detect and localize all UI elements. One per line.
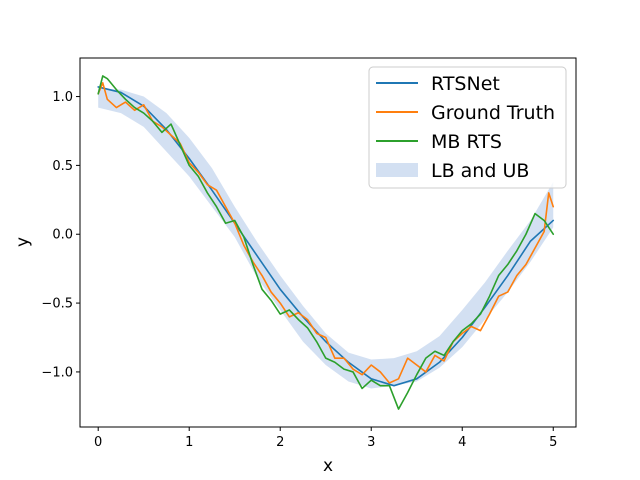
x-tick-label: 5	[549, 435, 557, 450]
series-layer	[97, 75, 555, 410]
series-line-ground-truth	[97, 81, 555, 384]
legend-box	[368, 66, 567, 189]
x-tick-label: 4	[458, 435, 466, 450]
x-tick-label: 1	[185, 435, 193, 450]
y-tick-label: −1.0	[41, 365, 73, 380]
legend-label-mb-rts: MB RTS	[431, 131, 502, 153]
legend-swatch-lb-ub	[376, 163, 418, 177]
y-tick-label: 0.0	[52, 228, 73, 243]
y-tick-label: −0.5	[41, 297, 73, 312]
plot-frame	[79, 57, 577, 428]
x-tick-label: 2	[276, 435, 284, 450]
x-ticks: 0 1 2 3 4 5	[94, 427, 557, 450]
x-axis-label: x	[323, 456, 333, 476]
legend-label-rtsnet: RTSNet	[431, 73, 500, 95]
series-line-mb-rts	[97, 75, 555, 410]
x-tick-label: 3	[367, 435, 375, 450]
y-tick-label: 1.0	[52, 90, 73, 105]
x-tick-label: 0	[94, 435, 102, 450]
band-lb-and-ub	[98, 88, 554, 389]
legend-label-ground-truth: Ground Truth	[431, 102, 555, 124]
y-axis-label: y	[13, 237, 33, 247]
legend-label-lb-ub: LB and UB	[431, 160, 529, 182]
y-tick-label: 0.5	[52, 159, 73, 174]
y-ticks: −1.0 −0.5 0.0 0.5 1.0	[41, 90, 80, 380]
legend: RTSNet Ground Truth MB RTS LB and UB	[368, 66, 567, 189]
uncertainty-band-layer	[98, 88, 554, 389]
